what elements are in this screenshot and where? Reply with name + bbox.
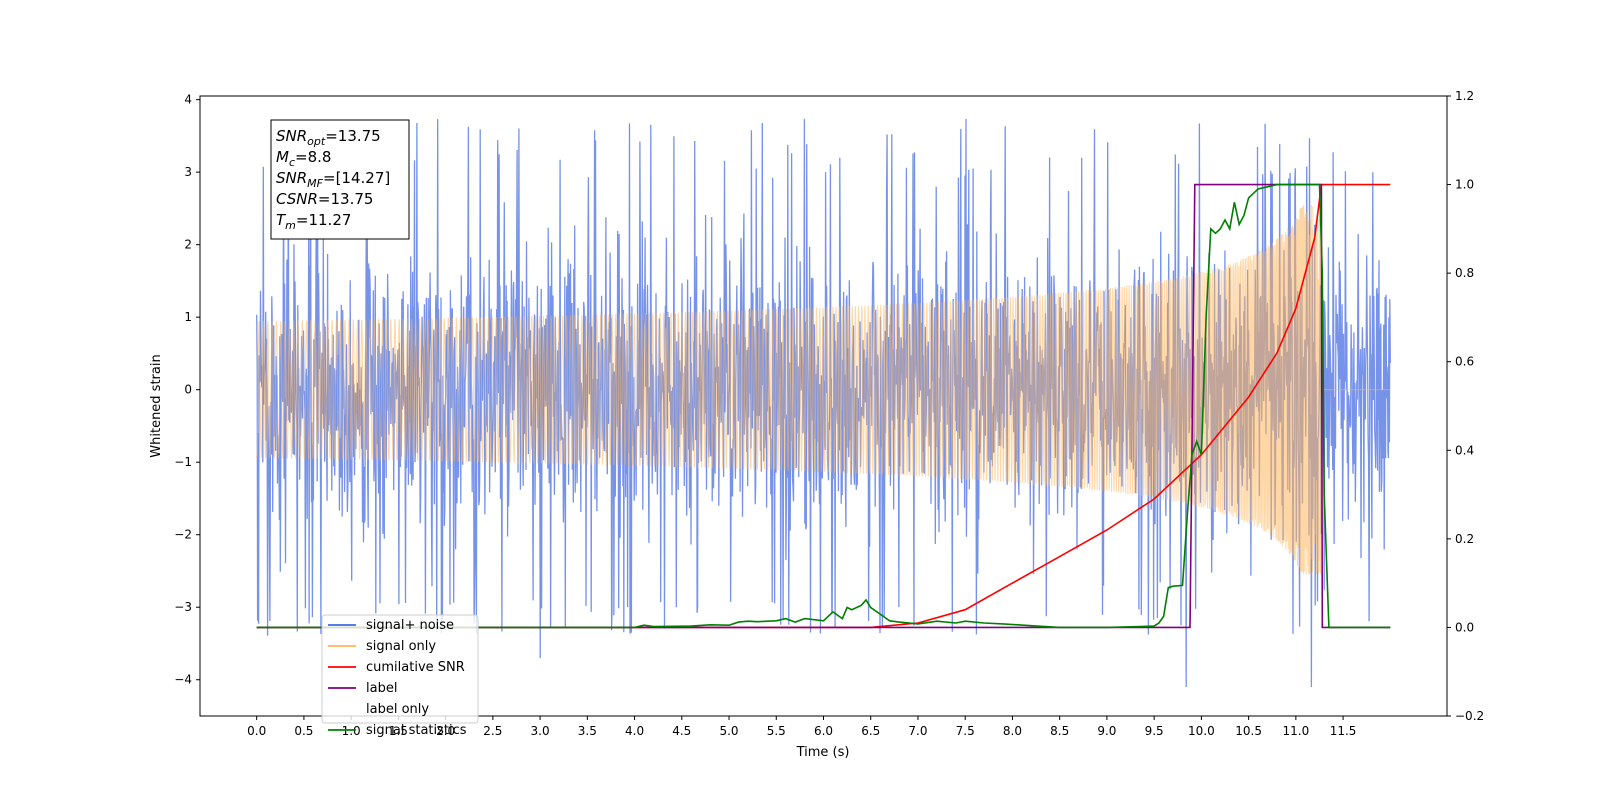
- x-tick-label: 2.5: [483, 724, 502, 738]
- x-tick-label: 4.0: [625, 724, 644, 738]
- y-tick-label: 2: [184, 238, 192, 252]
- y-tick-label: 1: [184, 310, 192, 324]
- legend-label-signal-only: signal only: [366, 639, 436, 654]
- stats-line: CSNR=13.75: [276, 190, 373, 208]
- y2-tick-label: −0.2: [1455, 709, 1484, 723]
- stats-line: SNRMF=[14.27]: [276, 169, 390, 190]
- stats-annotation: SNRopt=13.75Mc=8.8SNRMF=[14.27]CSNR=13.7…: [270, 119, 410, 240]
- x-tick-label: 3.5: [578, 724, 597, 738]
- stats-line: Mc=8.8: [276, 148, 331, 169]
- y-tick-label: −4: [174, 673, 192, 687]
- legend: signal+ noise signal only cumilative SNR la…: [321, 614, 479, 738]
- series-cumilative-snr-line: [256, 183, 1391, 629]
- x-tick-label: 7.5: [956, 724, 975, 738]
- x-axis: 0.0 0.5 1.0 1.5 2.0 2.5 3.0 3.5 4.0 4.5 5.0 5.5 6.0 6…: [247, 716, 1356, 738]
- x-tick-label: 9.0: [1097, 724, 1116, 738]
- series-signal-statistics-line: [256, 183, 1391, 629]
- legend-label-label-only: label only: [366, 702, 429, 717]
- x-tick-label: 6.0: [814, 724, 833, 738]
- y-tick-label: 4: [184, 93, 192, 107]
- x-tick-label: 0.5: [294, 724, 313, 738]
- x-tick-label: 5.0: [719, 724, 738, 738]
- legend-box: [321, 614, 479, 724]
- x-tick-label: 8.5: [1050, 724, 1069, 738]
- y-axis-left: 4 3 2 1 0 −1 −2 −3 −4: [174, 93, 200, 687]
- x-tick-label: 7.0: [908, 724, 927, 738]
- y-axis-right: 1.2 1.0 0.8 0.6 0.4 0.2 0.0 −0.2: [1447, 89, 1484, 723]
- y-axis-title: Whitened strain: [149, 354, 164, 457]
- x-tick-label: 6.5: [861, 724, 880, 738]
- y-tick-label: −1: [174, 455, 192, 469]
- legend-label-signal-statistics: signal statistics: [366, 723, 467, 738]
- legend-label-label: label: [366, 681, 397, 696]
- y-tick-label: −3: [174, 600, 192, 614]
- x-tick-label: 1.0: [342, 724, 361, 738]
- x-axis-title: Time (s): [796, 745, 850, 760]
- y-tick-label: 3: [184, 165, 192, 179]
- x-tick-label: 3.0: [531, 724, 550, 738]
- y2-tick-label: 0.4: [1455, 443, 1474, 457]
- legend-label-cumilative-snr: cumilative SNR: [366, 660, 465, 675]
- x-tick-label: 10.0: [1188, 724, 1215, 738]
- x-tick-label: 0.0: [247, 724, 266, 738]
- x-tick-label: 1.5: [389, 724, 408, 738]
- y2-tick-label: 0.0: [1455, 620, 1474, 634]
- x-tick-label: 2.0: [436, 724, 455, 738]
- x-tick-label: 11.0: [1282, 724, 1309, 738]
- y-tick-label: 0: [184, 383, 192, 397]
- x-tick-label: 8.0: [1003, 724, 1022, 738]
- x-tick-label: 9.5: [1145, 724, 1164, 738]
- y2-tick-label: 0.2: [1455, 532, 1474, 546]
- stats-line: SNRopt=13.75: [276, 127, 381, 148]
- series-layer: [256, 118, 1391, 688]
- x-tick-label: 11.5: [1330, 724, 1357, 738]
- y-tick-label: −2: [174, 528, 192, 542]
- legend-label-signal-noise: signal+ noise: [366, 618, 454, 633]
- y2-tick-label: 1.0: [1455, 178, 1474, 192]
- series-signal-only-line: [256, 204, 1391, 575]
- y2-tick-label: 0.6: [1455, 355, 1474, 369]
- stats-annotation-box: [270, 119, 410, 240]
- y2-tick-label: 0.8: [1455, 266, 1474, 280]
- x-tick-label: 5.5: [767, 724, 786, 738]
- x-tick-label: 4.5: [672, 724, 691, 738]
- y2-tick-label: 1.2: [1455, 89, 1474, 103]
- stats-line: Tm=11.27: [276, 211, 351, 232]
- x-tick-label: 10.5: [1235, 724, 1262, 738]
